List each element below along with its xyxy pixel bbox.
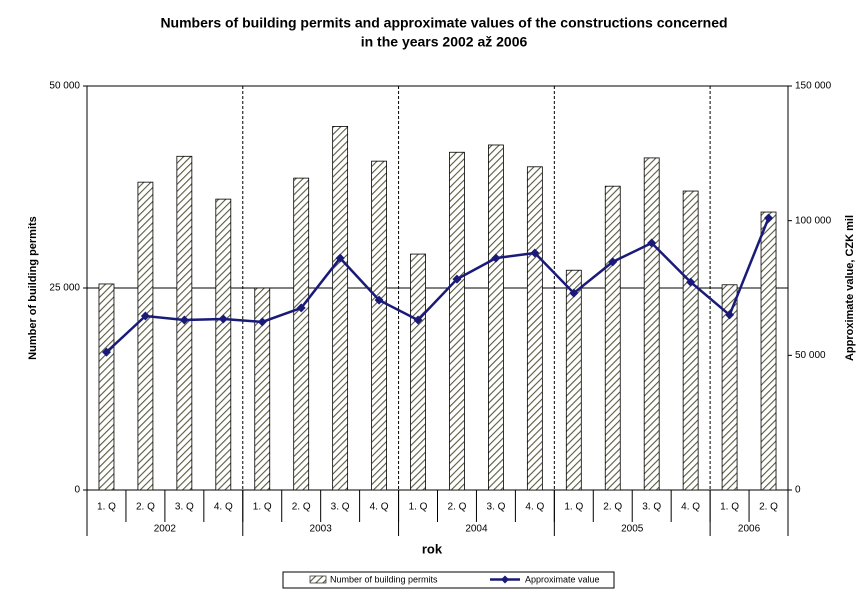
bar [488, 144, 504, 491]
line-marker [140, 311, 150, 321]
x-tick-label: 1. Q [97, 502, 116, 513]
y2-axis-label: Approximate value, CZK mil [844, 215, 856, 361]
x-group-label: 2004 [465, 524, 488, 535]
legend-swatch [501, 575, 509, 584]
x-group-label: 2005 [621, 524, 644, 535]
chart-subtitle: in the years 2002 až 2006 [361, 34, 528, 50]
line-marker [569, 288, 579, 298]
bar [643, 157, 660, 491]
line-marker [335, 253, 345, 263]
x-tick-label: 3. Q [175, 502, 194, 513]
x-tick-label: 1. Q [564, 502, 583, 513]
line-marker [608, 257, 618, 267]
bar [215, 198, 232, 491]
x-tick-label: 4. Q [370, 502, 389, 513]
line-marker [179, 315, 189, 325]
x-tick-label: 2. Q [292, 502, 311, 513]
legend-box [282, 571, 615, 589]
line-marker [296, 303, 306, 313]
x-group-label: 2006 [738, 524, 761, 535]
y-tick-label: 25 000 [49, 283, 80, 294]
x-tick-label: 4. Q [525, 502, 544, 513]
line-marker [452, 274, 462, 284]
x-axis-label: rok [422, 541, 443, 556]
x-tick-label: 3. Q [331, 502, 350, 513]
bar [371, 160, 387, 491]
x-tick-label: 4. Q [681, 502, 700, 513]
bar [760, 211, 777, 491]
x-group-label: 2002 [154, 524, 177, 535]
bar [682, 190, 699, 491]
bar [526, 166, 543, 491]
bar [410, 253, 426, 491]
line-marker [374, 295, 384, 305]
bar [565, 269, 582, 491]
x-tick-label: 1. Q [409, 502, 428, 513]
x-tick-label: 1. Q [253, 502, 272, 513]
bar [721, 284, 738, 491]
x-tick-label: 4. Q [214, 502, 233, 513]
y2-tick-label: 150 000 [795, 81, 832, 92]
bar [254, 287, 271, 491]
x-tick-label: 2. Q [448, 502, 467, 513]
bar [449, 151, 465, 491]
x-tick-label: 2. Q [603, 502, 622, 513]
y-tick-label: 0 [74, 485, 80, 496]
x-tick-label: 1. Q [720, 502, 739, 513]
bar [604, 185, 621, 491]
line-marker [686, 277, 696, 287]
x-tick-label: 3. Q [642, 502, 661, 513]
line-marker [725, 310, 735, 320]
legend-label: Approximate value [525, 574, 600, 584]
line-marker [647, 238, 657, 248]
line-marker [413, 315, 423, 325]
y2-tick-label: 0 [795, 485, 801, 496]
chart-title: Numbers of building permits and approxim… [160, 15, 727, 31]
line-marker [101, 347, 111, 357]
x-tick-label: 2. Q [136, 502, 155, 513]
line-marker [530, 248, 540, 258]
line-marker [491, 253, 501, 263]
line-marker [257, 317, 267, 327]
bar [98, 283, 115, 491]
y2-tick-label: 50 000 [795, 350, 826, 361]
line-marker [764, 213, 774, 223]
x-tick-label: 3. Q [486, 502, 505, 513]
y-tick-label: 50 000 [49, 81, 80, 92]
x-tick-label: 2. Q [759, 502, 778, 513]
x-group-label: 2003 [310, 524, 333, 535]
bar [137, 181, 154, 491]
line [105, 217, 770, 354]
legend-swatch [309, 575, 327, 584]
y2-tick-label: 100 000 [795, 215, 832, 226]
y-axis-label: Number of building permits [27, 216, 39, 360]
bar [293, 177, 310, 491]
bar [332, 126, 349, 491]
line-marker [218, 314, 228, 324]
legend-label: Number of building permits [330, 574, 438, 584]
